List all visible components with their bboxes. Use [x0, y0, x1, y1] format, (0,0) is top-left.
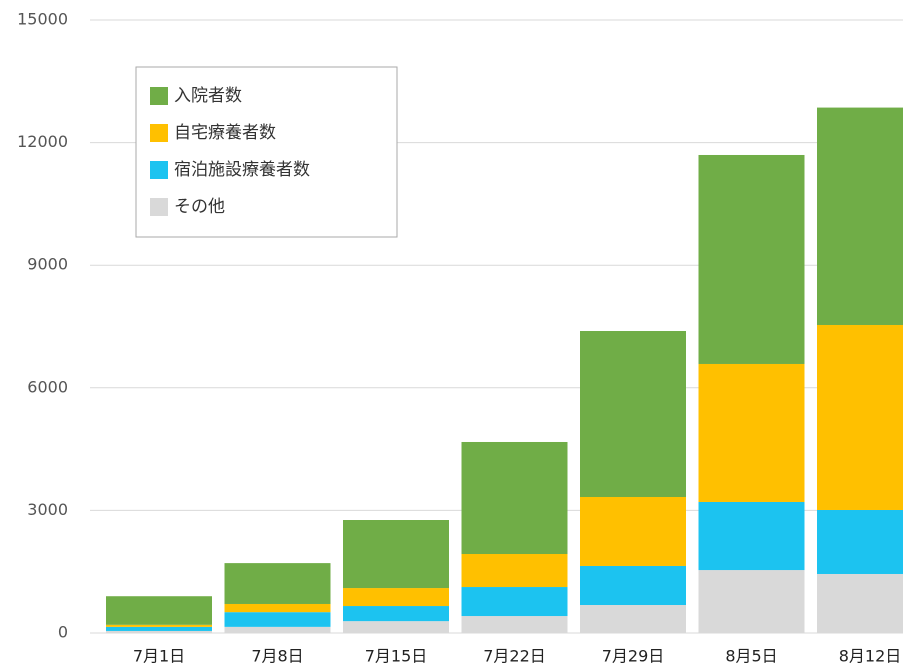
y-tick-label: 3000 [27, 500, 68, 519]
legend-swatch [150, 87, 168, 105]
bar-segment [698, 363, 805, 502]
bar-segment [461, 441, 568, 555]
bar-segment [224, 603, 331, 613]
y-tick-label: 0 [58, 623, 68, 642]
legend-label: 自宅療養者数 [174, 123, 276, 143]
bar-segment [224, 626, 331, 633]
x-tick-label: 8月5日 [725, 647, 777, 666]
y-tick-label: 6000 [27, 377, 68, 396]
bar-segment [106, 596, 212, 625]
x-tick-label: 7月29日 [602, 647, 665, 666]
bar-segment [461, 616, 568, 633]
bar-segment [817, 107, 903, 325]
bar-segment [580, 605, 686, 633]
bar-segment [343, 588, 449, 607]
x-tick-label: 7月1日 [133, 647, 185, 666]
bar-segment [817, 573, 903, 633]
bar-segment [698, 154, 805, 364]
bar-segment [580, 330, 686, 497]
legend-box [135, 66, 398, 238]
bar-segment [343, 621, 449, 633]
bar-segment [343, 606, 449, 622]
y-tick-label: 9000 [27, 255, 68, 274]
bar-segment [106, 630, 212, 633]
bar-segment [461, 587, 568, 617]
x-tick-label: 7月8日 [251, 647, 303, 666]
y-tick-label: 15000 [17, 10, 68, 29]
bar-segment [106, 624, 212, 627]
bar-segment [817, 324, 903, 510]
legend-swatch [150, 198, 168, 216]
y-tick-label: 12000 [17, 132, 68, 151]
bar-segment [106, 626, 212, 631]
bar-segment [580, 496, 686, 566]
bar-segment [224, 612, 331, 627]
bar-segment [698, 570, 805, 633]
bar-segment [580, 565, 686, 606]
x-tick-label: 7月22日 [483, 647, 546, 666]
legend-label: その他 [174, 197, 225, 217]
bar-segment [817, 509, 903, 574]
legend-swatch [150, 124, 168, 142]
bar-segment [224, 563, 331, 604]
x-tick-label: 8月12日 [839, 647, 902, 666]
legend-label: 入院者数 [174, 86, 242, 106]
bar-segment [343, 520, 449, 589]
x-tick-label: 7月15日 [365, 647, 428, 666]
bar-segment [698, 501, 805, 571]
legend-label: 宿泊施設療養者数 [174, 160, 310, 180]
legend-swatch [150, 161, 168, 179]
bar-segment [461, 554, 568, 588]
